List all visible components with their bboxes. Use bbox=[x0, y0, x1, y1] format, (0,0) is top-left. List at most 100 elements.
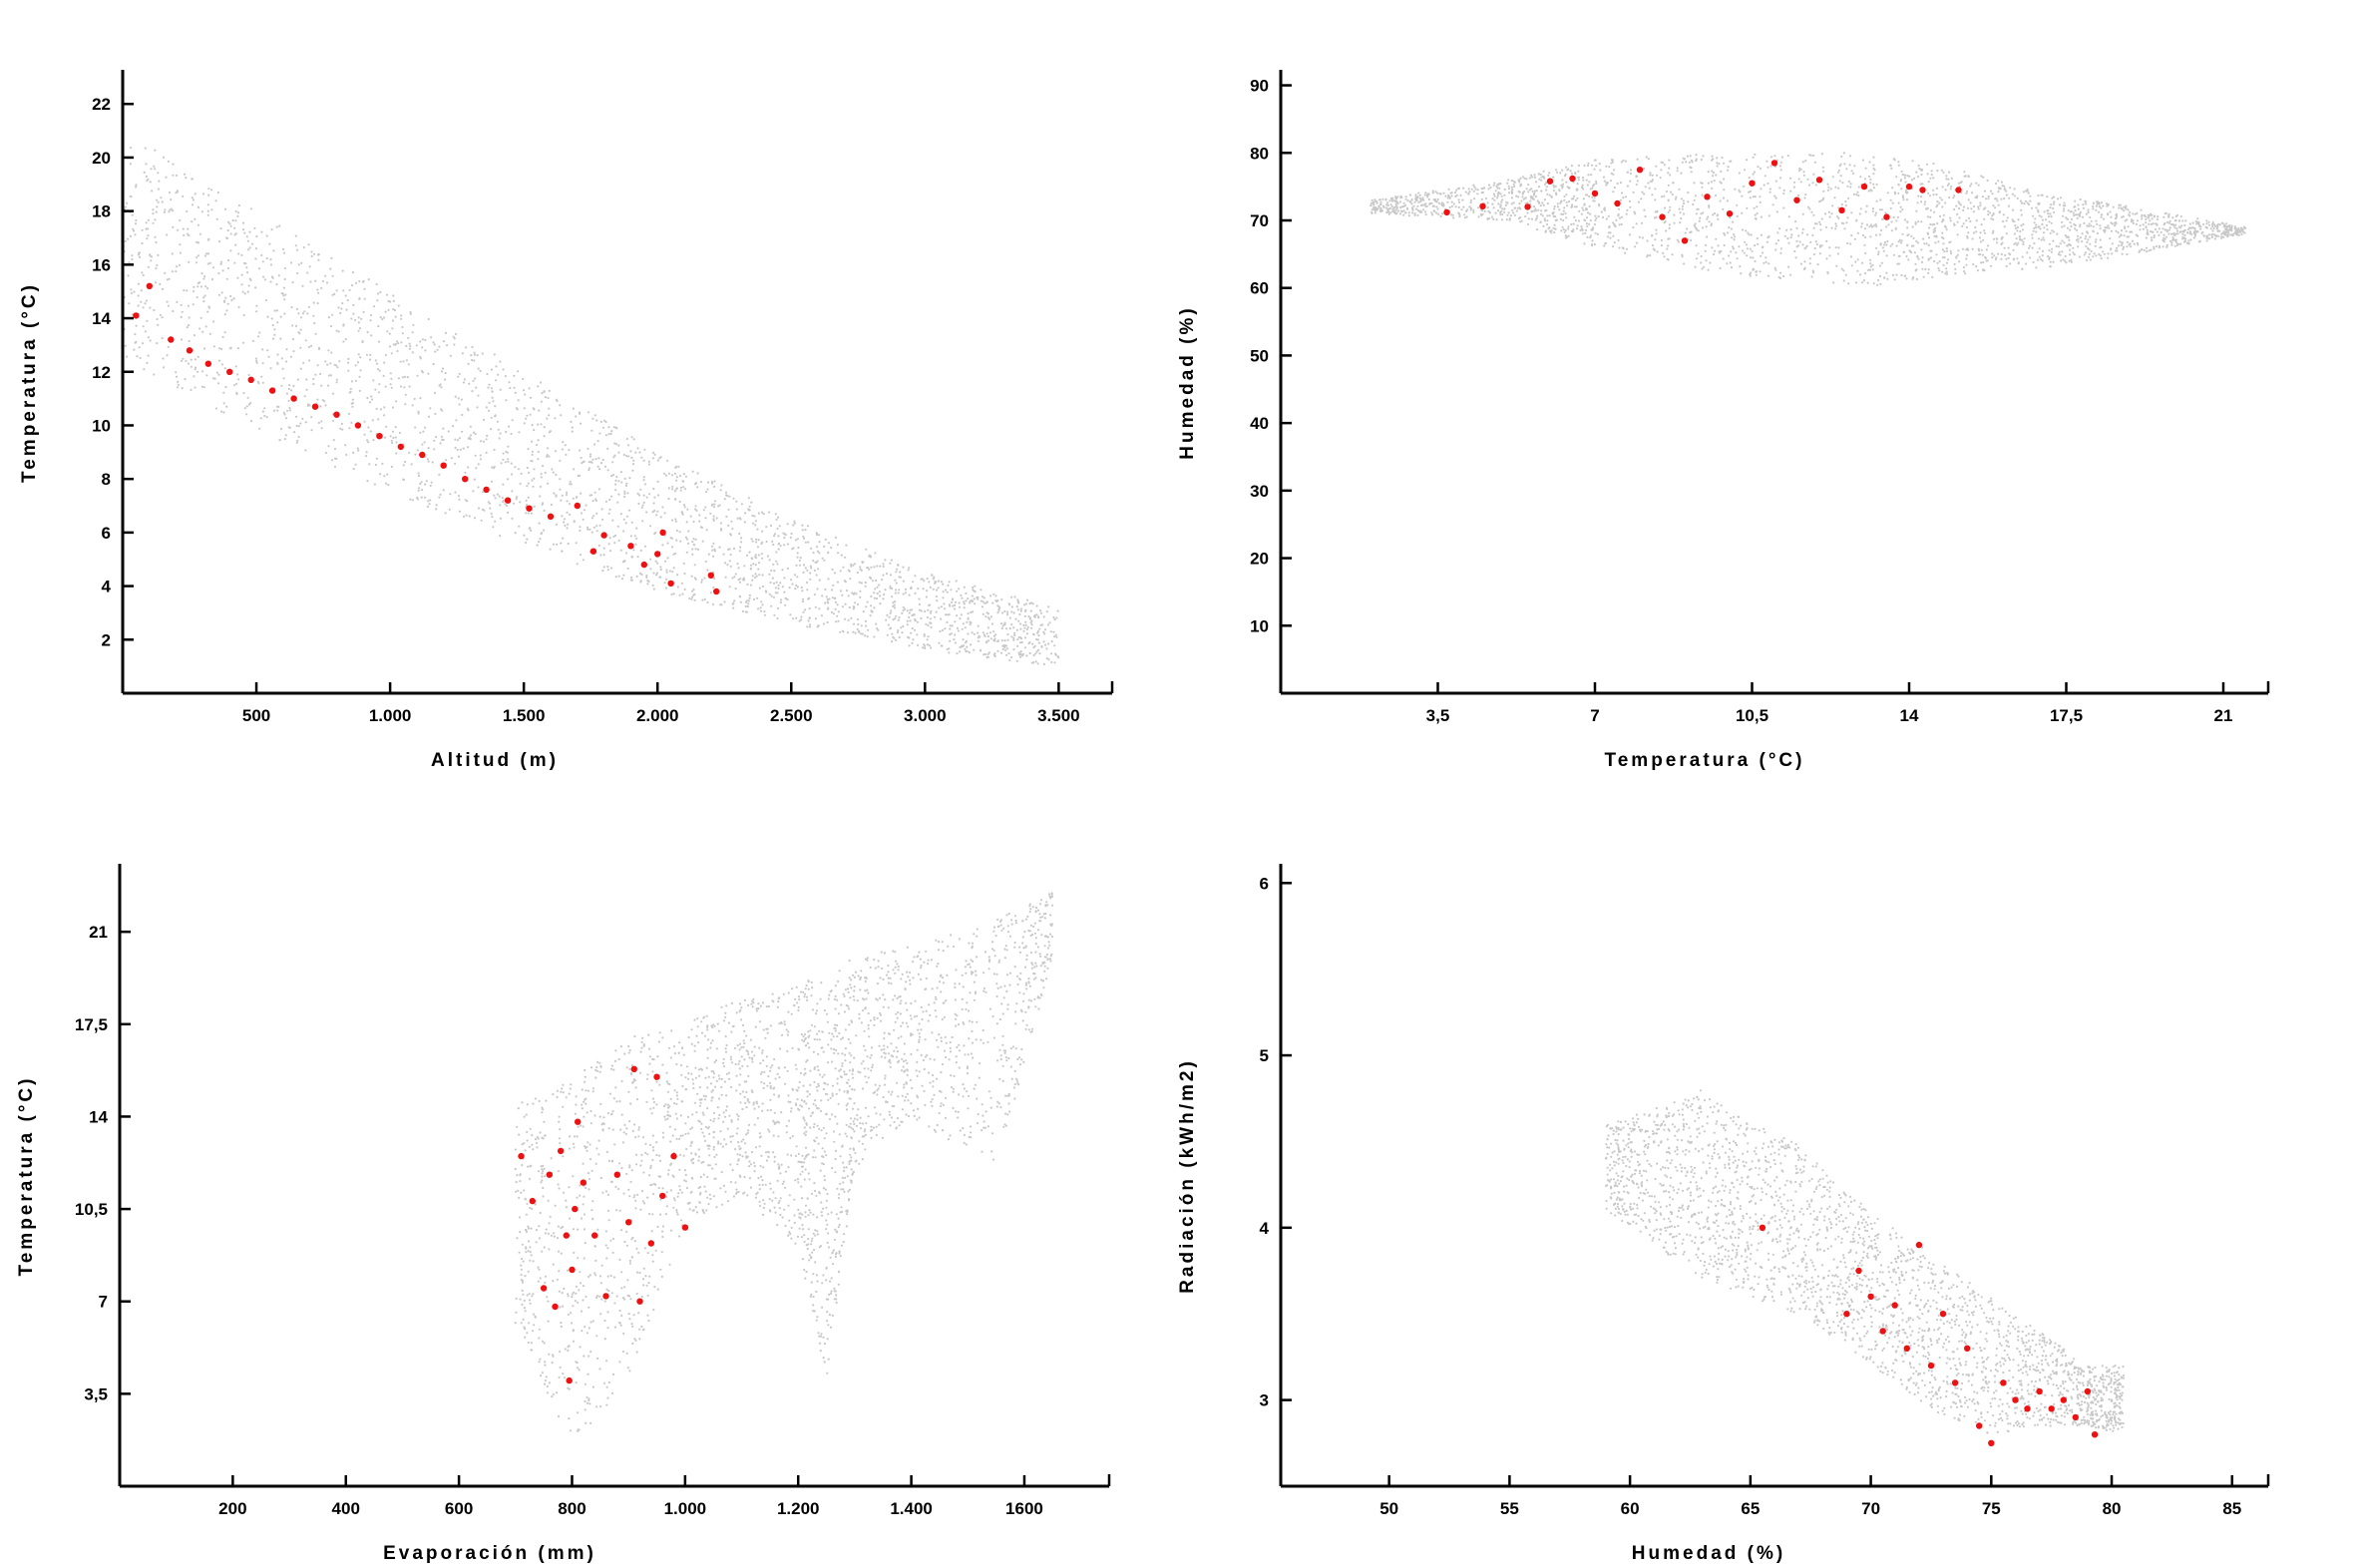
background-point bbox=[2199, 227, 2202, 230]
background-point bbox=[264, 299, 267, 302]
background-point bbox=[366, 480, 369, 483]
background-point bbox=[1828, 215, 1831, 218]
background-point bbox=[406, 376, 409, 379]
background-point bbox=[1987, 209, 1990, 212]
background-point bbox=[284, 434, 287, 437]
background-point bbox=[2084, 251, 2088, 254]
background-point bbox=[1457, 205, 1460, 208]
background-point bbox=[2095, 219, 2098, 222]
background-point bbox=[1894, 227, 1897, 230]
background-point bbox=[1718, 250, 1721, 253]
background-point bbox=[352, 303, 355, 306]
background-point bbox=[2012, 248, 2015, 251]
background-point bbox=[1574, 198, 1577, 201]
background-point bbox=[352, 468, 355, 471]
background-point bbox=[394, 426, 397, 429]
background-point bbox=[1587, 162, 1590, 165]
background-point bbox=[1785, 228, 1788, 231]
background-point bbox=[692, 520, 695, 524]
background-point bbox=[768, 511, 771, 514]
background-point bbox=[1686, 227, 1689, 230]
background-point bbox=[379, 315, 382, 319]
background-point bbox=[134, 341, 137, 344]
background-point bbox=[2078, 212, 2081, 215]
background-point bbox=[309, 280, 312, 283]
background-point bbox=[2136, 211, 2139, 214]
background-point bbox=[826, 620, 829, 624]
background-point bbox=[1852, 193, 1855, 196]
background-point bbox=[132, 227, 135, 230]
background-point bbox=[2074, 227, 2077, 230]
background-point bbox=[1837, 216, 1840, 219]
background-point bbox=[1487, 209, 1490, 212]
background-point bbox=[949, 604, 952, 607]
background-point bbox=[1906, 233, 1909, 237]
background-point bbox=[1997, 191, 2000, 194]
background-point bbox=[1656, 210, 1659, 213]
background-point bbox=[674, 466, 677, 469]
background-point bbox=[920, 616, 923, 620]
background-point bbox=[2079, 210, 2082, 213]
background-point bbox=[391, 319, 395, 322]
background-point bbox=[1942, 263, 1945, 266]
background-point bbox=[960, 593, 963, 597]
background-point bbox=[191, 220, 194, 223]
background-point bbox=[700, 579, 704, 582]
background-point bbox=[1386, 207, 1389, 210]
background-point bbox=[1463, 213, 1466, 216]
background-point bbox=[2087, 255, 2091, 258]
background-point bbox=[1945, 261, 1949, 264]
background-point bbox=[614, 483, 617, 486]
background-point bbox=[2070, 258, 2073, 261]
background-point bbox=[2115, 216, 2118, 219]
background-point bbox=[1668, 208, 1672, 211]
background-point bbox=[130, 288, 133, 291]
background-point bbox=[473, 517, 477, 520]
background-point bbox=[841, 605, 845, 608]
background-point bbox=[751, 575, 754, 578]
background-point bbox=[1649, 174, 1652, 177]
background-point bbox=[279, 337, 282, 340]
background-point bbox=[423, 496, 427, 499]
background-point bbox=[1763, 261, 1766, 264]
background-point bbox=[582, 518, 585, 522]
background-point bbox=[2068, 242, 2071, 245]
background-point bbox=[139, 255, 142, 258]
background-point bbox=[2098, 202, 2101, 205]
background-point bbox=[1572, 228, 1575, 231]
background-point bbox=[341, 428, 344, 431]
background-point bbox=[1976, 269, 1979, 272]
background-point bbox=[601, 518, 604, 522]
background-point bbox=[155, 210, 158, 213]
background-point bbox=[592, 515, 595, 518]
background-point bbox=[756, 528, 759, 531]
background-point bbox=[1741, 195, 1744, 197]
background-point bbox=[331, 274, 334, 277]
background-point bbox=[1042, 640, 1045, 643]
background-point bbox=[498, 495, 501, 498]
background-point bbox=[2043, 226, 2046, 229]
background-point bbox=[1881, 246, 1884, 249]
y-axis-title: Temperatura (°C) bbox=[19, 282, 40, 483]
background-point bbox=[950, 588, 953, 591]
background-point bbox=[370, 334, 373, 337]
background-point bbox=[454, 395, 457, 398]
background-point bbox=[468, 382, 471, 385]
background-point bbox=[1042, 630, 1045, 633]
background-point bbox=[1575, 227, 1579, 230]
background-point bbox=[1687, 191, 1690, 195]
background-point bbox=[858, 581, 861, 585]
background-point bbox=[1967, 176, 1970, 179]
background-point bbox=[1480, 188, 1483, 191]
background-point bbox=[1418, 194, 1421, 196]
background-point bbox=[1023, 626, 1026, 629]
background-point bbox=[634, 451, 637, 454]
background-point bbox=[806, 588, 809, 591]
background-point bbox=[401, 325, 404, 329]
background-point bbox=[548, 455, 551, 458]
background-point bbox=[350, 317, 353, 320]
background-point bbox=[467, 446, 470, 449]
background-point bbox=[149, 306, 152, 309]
background-point bbox=[1824, 212, 1827, 215]
background-point bbox=[656, 459, 660, 462]
